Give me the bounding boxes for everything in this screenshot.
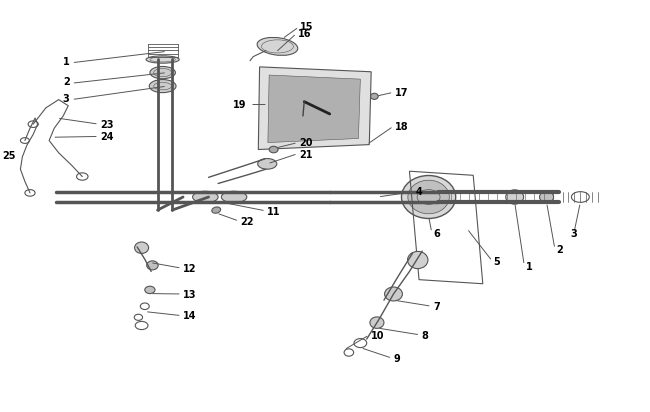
Text: 24: 24 [100,132,114,142]
Text: 8: 8 [422,331,428,341]
Text: 13: 13 [183,290,196,300]
Ellipse shape [408,180,449,214]
Ellipse shape [506,190,524,204]
Text: 12: 12 [183,265,196,274]
Ellipse shape [540,191,554,203]
Ellipse shape [147,261,158,270]
Polygon shape [268,75,360,143]
Text: 4: 4 [415,187,422,197]
Text: 11: 11 [267,207,281,217]
Text: 1: 1 [63,57,70,67]
Ellipse shape [145,286,155,294]
Ellipse shape [150,66,176,79]
Text: 10: 10 [370,331,384,341]
Ellipse shape [212,207,220,213]
Polygon shape [258,67,371,150]
Ellipse shape [221,191,247,203]
Ellipse shape [385,287,402,301]
Text: 7: 7 [433,302,440,312]
Text: 22: 22 [240,218,254,227]
Text: 14: 14 [183,311,196,321]
Ellipse shape [402,176,456,218]
Text: 18: 18 [395,122,408,132]
Text: 1: 1 [526,262,533,272]
Text: 20: 20 [299,138,313,148]
Text: 25: 25 [3,151,16,161]
Text: 3: 3 [571,229,578,239]
Text: 2: 2 [556,245,563,255]
Text: 5: 5 [493,258,501,267]
Text: 23: 23 [100,120,114,130]
Text: 15: 15 [300,22,314,32]
Ellipse shape [269,146,278,153]
Ellipse shape [150,80,176,93]
Ellipse shape [370,93,378,99]
Ellipse shape [257,159,277,169]
Text: 19: 19 [233,100,247,110]
Ellipse shape [135,242,149,253]
Text: 16: 16 [298,29,311,39]
Text: 3: 3 [63,94,70,104]
Ellipse shape [370,317,384,328]
Text: 2: 2 [63,77,70,87]
Text: 21: 21 [299,150,313,160]
Ellipse shape [192,191,218,203]
Text: 17: 17 [395,88,408,98]
Ellipse shape [146,56,179,63]
Ellipse shape [408,251,428,269]
Ellipse shape [257,37,298,55]
Text: 6: 6 [433,229,440,239]
Text: 9: 9 [393,354,400,365]
